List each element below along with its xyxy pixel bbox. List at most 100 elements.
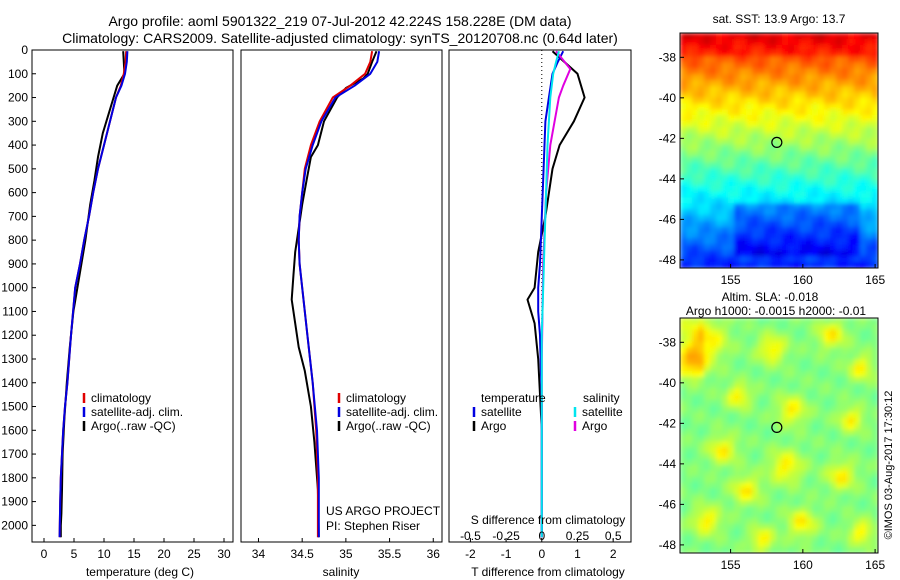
sst-map-cell: [824, 85, 831, 93]
sla-map-cell: [824, 541, 831, 548]
sst-map-cell: [770, 50, 777, 58]
sla-map-cell: [752, 417, 759, 425]
sst-map-cell: [746, 244, 753, 252]
sst-map-cell: [842, 121, 849, 128]
sst-map-xtick-label-2: 165: [865, 273, 885, 287]
sst-map-cell: [734, 80, 741, 87]
sla-map-cell: [830, 341, 837, 349]
sla-map-cell: [866, 435, 873, 443]
sst-map-cell: [848, 33, 855, 40]
sla-map-cell: [752, 359, 759, 366]
sst-map-cell: [686, 185, 693, 193]
sla-map-cell: [830, 423, 837, 431]
sla-map-cell: [740, 323, 747, 331]
sst-map-cell: [740, 115, 747, 122]
sla-map-cell: [686, 453, 693, 460]
sla-map-cell: [758, 500, 765, 507]
sla-map-cell: [836, 511, 843, 519]
sst-map-cell: [758, 68, 765, 75]
sst-map-cell: [728, 103, 735, 111]
sla-map-cell: [740, 447, 747, 454]
sst-map-cell: [818, 203, 825, 211]
sst-map-cell: [734, 238, 741, 246]
sst-map-cell: [776, 179, 783, 187]
sla-map-cell: [836, 459, 843, 466]
sla-map-cell: [806, 341, 813, 349]
sst-map-cell: [800, 38, 807, 46]
sst-map-cell: [812, 185, 819, 193]
sst-map-cell: [716, 221, 723, 228]
sla-map-cell: [788, 347, 795, 355]
sst-map-cell: [872, 121, 878, 128]
sla-map-cell: [836, 412, 843, 419]
sla-map-cell: [758, 547, 765, 553]
depth-tick-label-15: 1500: [1, 400, 28, 414]
sla-map-cell: [830, 335, 837, 343]
sla-map-cell: [716, 429, 723, 437]
sla-map-cell: [746, 388, 753, 396]
salinity-series-0: [297, 51, 374, 538]
sla-map-cell: [704, 347, 711, 355]
sla-map-cell: [716, 529, 723, 537]
sst-map-cell: [680, 221, 687, 228]
sst-map-cell: [764, 68, 771, 75]
sla-map-cell: [734, 459, 741, 466]
sla-map-cell: [704, 329, 711, 337]
sla-map-cell: [734, 523, 741, 531]
sst-map-cell: [704, 56, 711, 64]
sla-map-cell: [782, 335, 789, 343]
sst-map-cell: [752, 226, 759, 234]
sla-map-cell: [854, 417, 861, 425]
sla-map-cell: [704, 482, 711, 490]
sst-map-cell: [722, 215, 729, 222]
sst-map-cell: [848, 156, 855, 164]
sla-map-cell: [710, 376, 717, 384]
sst-map-cell: [710, 33, 717, 40]
sla-map-cell: [812, 523, 819, 531]
sla-map-cell: [830, 459, 837, 466]
sla-map-cell: [866, 376, 873, 384]
sst-map-cell: [782, 68, 789, 75]
sal-tick-label-2: 35: [339, 547, 353, 561]
sst-map-cell: [806, 203, 813, 211]
sst-map-cell: [680, 132, 687, 140]
sla-map-cell: [812, 529, 819, 537]
sla-map-cell: [794, 365, 801, 372]
sla-map-cell: [764, 506, 771, 513]
sla-map-cell: [716, 488, 723, 496]
sst-map-cell: [680, 56, 687, 64]
sst-map-cell: [866, 238, 873, 246]
sst-map-cell: [776, 74, 783, 81]
sla-map-cell: [704, 335, 711, 343]
sla-map-cell: [698, 476, 705, 484]
sla-map-cell: [806, 535, 813, 543]
sla-map-cell: [710, 517, 717, 525]
sst-map-cell: [752, 91, 759, 99]
sst-map-cell: [722, 209, 729, 216]
sla-map-cell: [866, 318, 873, 325]
sla-map-cell: [872, 494, 878, 501]
sla-map-cell: [728, 541, 735, 548]
sla-map-cell: [740, 541, 747, 548]
sla-map-cell: [680, 370, 687, 378]
sst-map-cell: [788, 121, 795, 128]
sst-map-cell: [710, 226, 717, 234]
sla-map-cell: [800, 464, 807, 472]
sla-map-cell: [872, 482, 878, 490]
sla-map-image: [680, 318, 878, 553]
sla-map-cell: [860, 341, 867, 349]
sst-map-cell: [818, 174, 825, 181]
sla-map-cell: [788, 365, 795, 372]
sla-map-cell: [764, 347, 771, 355]
sla-map-ytick-label-4: -46: [659, 497, 677, 511]
sst-map-cell: [746, 80, 753, 87]
sla-map-cell: [710, 388, 717, 396]
sla-map-cell: [698, 406, 705, 413]
sla-map-cell: [794, 541, 801, 548]
sst-map-cell: [782, 150, 789, 158]
sst-map-cell: [794, 215, 801, 222]
sst-map-cell: [746, 109, 753, 117]
sla-map-cell: [758, 429, 765, 437]
sla-map-cell: [812, 506, 819, 513]
sst-map-cell: [794, 150, 801, 158]
